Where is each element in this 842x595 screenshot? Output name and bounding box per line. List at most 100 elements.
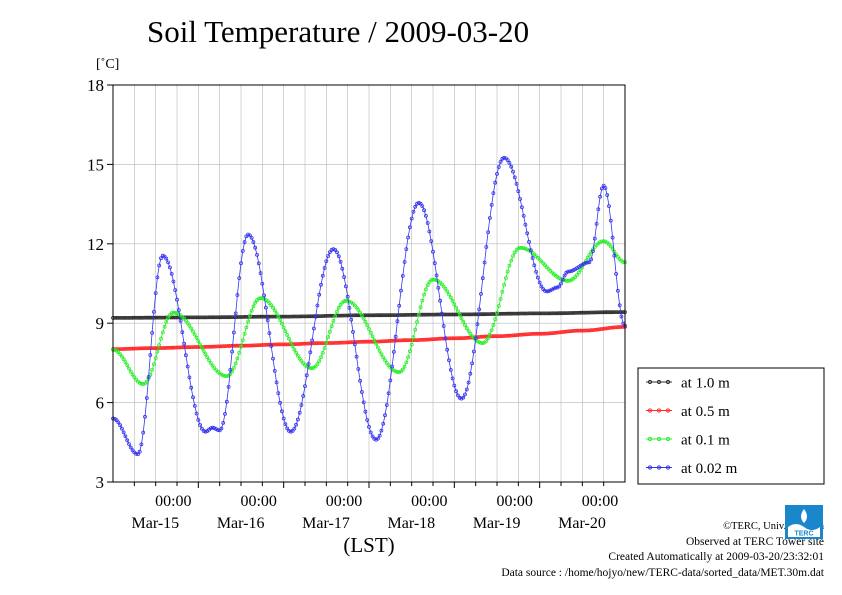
data-point xyxy=(274,380,279,385)
data-point xyxy=(420,337,425,342)
data-point xyxy=(336,254,341,259)
data-point xyxy=(169,311,174,316)
data-point xyxy=(450,336,455,341)
data-point xyxy=(135,346,140,351)
data-point xyxy=(215,344,220,349)
data-point xyxy=(363,339,368,344)
data-point xyxy=(183,318,188,323)
data-point xyxy=(199,345,204,350)
data-point xyxy=(616,255,620,259)
data-point xyxy=(299,314,304,319)
data-point xyxy=(447,312,451,317)
data-point xyxy=(153,356,158,361)
data-point xyxy=(125,346,130,351)
x-tick-time-label: 00:00 xyxy=(155,493,191,510)
data-point xyxy=(562,311,567,316)
data-point xyxy=(148,346,153,351)
data-point xyxy=(180,330,185,335)
data-point xyxy=(454,389,459,394)
legend-swatch-marker xyxy=(665,408,671,413)
data-point xyxy=(219,426,224,431)
data-point xyxy=(464,312,469,317)
data-point xyxy=(377,313,382,318)
data-point xyxy=(425,221,430,225)
data-point xyxy=(127,315,131,320)
data-point xyxy=(616,325,620,330)
data-point xyxy=(425,283,430,288)
data-point xyxy=(375,436,380,441)
data-point xyxy=(221,344,226,349)
data-point xyxy=(471,349,476,354)
data-point xyxy=(326,254,331,258)
data-point xyxy=(466,329,471,334)
data-point xyxy=(452,312,457,317)
data-point xyxy=(559,330,563,335)
data-point xyxy=(340,313,345,318)
x-tick-date-label: Mar-18 xyxy=(387,515,435,532)
data-point xyxy=(310,338,315,343)
data-point xyxy=(610,235,615,240)
data-point xyxy=(169,315,174,320)
data-point xyxy=(569,311,574,315)
data-point xyxy=(553,311,558,316)
data-point xyxy=(544,289,549,294)
data-point xyxy=(487,332,492,337)
data-point xyxy=(173,310,178,315)
data-point xyxy=(139,442,144,447)
data-point xyxy=(249,308,254,313)
data-point xyxy=(576,310,581,315)
data-point xyxy=(407,225,412,230)
data-point xyxy=(153,291,158,296)
data-point xyxy=(256,314,261,319)
data-point xyxy=(247,233,252,238)
data-point xyxy=(447,358,451,363)
data-point xyxy=(125,363,130,368)
data-point xyxy=(199,426,204,431)
data-point xyxy=(274,311,279,316)
data-point xyxy=(144,315,149,320)
data-point xyxy=(605,310,610,315)
data-point xyxy=(528,332,533,336)
data-point xyxy=(397,313,402,317)
data-point xyxy=(171,345,176,350)
data-point xyxy=(432,277,437,282)
x-tick-time-label: 00:00 xyxy=(411,493,447,510)
created-timestamp-text: Created Automatically at 2009-03-20/23:3… xyxy=(608,551,824,563)
data-point xyxy=(406,312,411,317)
data-point xyxy=(121,347,126,351)
data-point xyxy=(253,343,258,348)
data-point xyxy=(246,319,251,324)
data-point xyxy=(210,315,215,320)
data-point xyxy=(534,311,538,316)
data-point xyxy=(509,258,514,263)
data-point xyxy=(120,347,124,351)
data-point xyxy=(333,247,338,252)
data-point xyxy=(194,335,199,340)
data-point xyxy=(320,350,325,355)
data-point xyxy=(256,296,261,301)
data-point xyxy=(233,311,238,316)
data-point xyxy=(423,213,428,218)
data-point xyxy=(495,310,499,315)
data-point xyxy=(258,296,263,301)
data-point xyxy=(301,394,306,398)
data-point xyxy=(536,331,540,336)
data-point xyxy=(311,341,316,346)
data-point xyxy=(123,434,128,439)
data-point xyxy=(512,311,517,316)
data-point xyxy=(166,345,171,350)
data-point xyxy=(500,289,505,294)
data-point xyxy=(324,313,329,318)
data-point xyxy=(327,329,332,334)
data-point xyxy=(470,361,475,366)
data-point xyxy=(429,278,434,283)
data-point xyxy=(317,314,322,319)
data-point xyxy=(484,245,489,249)
data-point xyxy=(402,260,407,264)
data-point xyxy=(383,313,387,318)
data-point xyxy=(455,309,460,314)
data-point xyxy=(308,350,313,355)
data-point xyxy=(413,204,418,209)
x-axis-label: (LST) xyxy=(343,533,394,557)
data-point xyxy=(167,265,172,270)
